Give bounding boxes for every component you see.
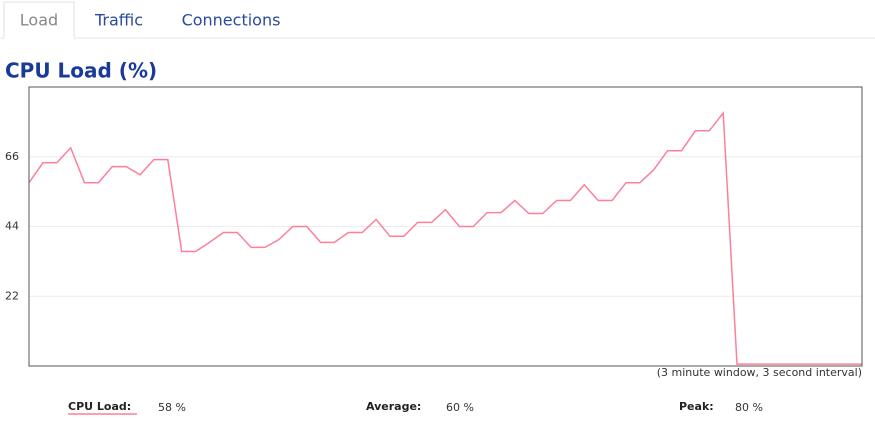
tab[interactable]: Traffic	[94, 11, 143, 30]
plot-frame	[28, 86, 863, 367]
plot: 22 44 66	[5, 110, 862, 365]
stat-label: CPU Load:	[68, 400, 131, 413]
stat-value: 80 %	[735, 401, 763, 414]
stat-label: Average:	[366, 400, 421, 413]
chart-title: CPU Load (%)	[5, 59, 157, 83]
tab[interactable]: Load	[20, 11, 58, 30]
annotation: (3 minute window, 3 second interval)	[657, 366, 862, 379]
y-tick-label: 66	[5, 150, 19, 163]
y-tick-label: 22	[5, 289, 19, 302]
active-tab-cover	[4, 37, 74, 40]
tab[interactable]: Connections	[182, 11, 281, 30]
y-tick-label: 44	[5, 220, 19, 233]
stat-value: 58 %	[158, 401, 186, 414]
stat-value: 60 %	[446, 401, 474, 414]
stat-label: Peak:	[679, 400, 714, 413]
cpu-line	[28, 110, 862, 365]
